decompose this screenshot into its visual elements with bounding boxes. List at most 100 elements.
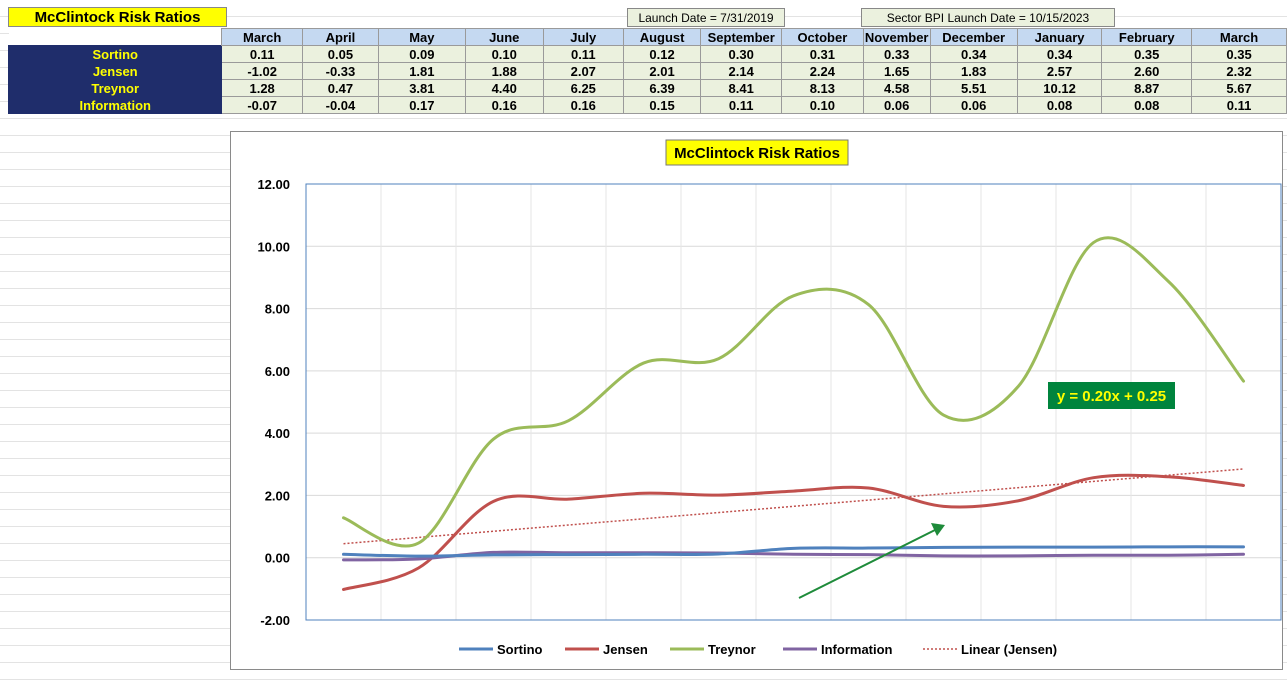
month-header[interactable]: October	[780, 28, 864, 46]
ratio-cell[interactable]: 8.13	[780, 79, 864, 97]
ratio-cell[interactable]: 1.81	[378, 62, 466, 80]
ratio-cell[interactable]: 0.10	[464, 45, 544, 63]
ratio-cell[interactable]: 1.65	[862, 62, 931, 80]
ratio-cell[interactable]: 0.08	[1101, 96, 1193, 114]
ratio-cell[interactable]: 4.58	[862, 79, 931, 97]
y-tick-label: 6.00	[265, 364, 290, 379]
y-tick-label: -2.00	[260, 613, 290, 628]
month-header[interactable]: December	[929, 28, 1018, 46]
month-header[interactable]: February	[1101, 28, 1193, 46]
ratio-cell[interactable]: -0.04	[301, 96, 380, 114]
ratio-cell[interactable]: 6.25	[542, 79, 624, 97]
ratio-cell[interactable]: 0.30	[700, 45, 782, 63]
ratio-cell[interactable]: 0.47	[301, 79, 380, 97]
month-header[interactable]: July	[542, 28, 624, 46]
month-header[interactable]: August	[622, 28, 702, 46]
arrow-annotation-head	[931, 523, 945, 536]
ratio-cell[interactable]: 0.08	[1016, 96, 1103, 114]
legend-label: Sortino	[497, 642, 543, 657]
ratio-cell[interactable]: 2.24	[780, 62, 864, 80]
ratio-cell[interactable]: 1.83	[929, 62, 1018, 80]
month-header[interactable]: March	[1191, 28, 1287, 46]
chart-area[interactable]: -2.00 0.00 2.00 4.00 6.00 8.00 10.00 12.00 McCli…	[230, 131, 1283, 670]
series-line-information	[342, 550, 1245, 562]
month-header[interactable]: April	[301, 28, 380, 46]
ratio-cell[interactable]: -0.33	[301, 62, 380, 80]
month-header[interactable]: March	[221, 28, 303, 46]
y-tick-label: 12.00	[257, 177, 290, 192]
sector-launch-date-note[interactable]: Sector BPI Launch Date = 10/15/2023	[861, 8, 1115, 27]
ratio-cell[interactable]: 2.57	[1016, 62, 1103, 80]
ratio-cell[interactable]: 0.06	[862, 96, 931, 114]
ratio-row-sortino: Sortino 0.11 0.05 0.09 0.10 0.11 0.12 0.30 0.31 0…	[7, 45, 1287, 63]
arrow-annotation-shaft	[798, 528, 938, 599]
ratio-cell[interactable]: 0.33	[862, 45, 931, 63]
legend-label: Information	[821, 642, 893, 657]
ratio-cell[interactable]: 0.15	[622, 96, 702, 114]
ratio-cell[interactable]: 8.41	[700, 79, 782, 97]
ratio-cell[interactable]: 0.12	[622, 45, 702, 63]
ratio-cell[interactable]: 4.40	[464, 79, 544, 97]
ratio-cell[interactable]: 2.60	[1101, 62, 1193, 80]
ratio-cell[interactable]: 5.51	[929, 79, 1018, 97]
ratio-cell[interactable]: 3.81	[378, 79, 466, 97]
series-line-treynor	[342, 236, 1245, 548]
ratio-cell[interactable]: 2.32	[1191, 62, 1287, 80]
y-tick-label: 10.00	[257, 239, 290, 254]
corner-cell[interactable]	[8, 28, 222, 46]
ratios-table: March April May June July August September Octo…	[7, 28, 1287, 114]
launch-date-note[interactable]: Launch Date = 7/31/2019	[627, 8, 785, 27]
ratio-cell[interactable]: 1.88	[464, 62, 544, 80]
ratio-cell[interactable]: 6.39	[622, 79, 702, 97]
ratio-cell[interactable]: 2.07	[542, 62, 624, 80]
row-label[interactable]: Treynor	[7, 79, 223, 97]
ratio-cell[interactable]: 0.10	[780, 96, 864, 114]
month-header[interactable]: November	[862, 28, 931, 46]
ratio-table-body: Sortino 0.11 0.05 0.09 0.10 0.11 0.12 0.30 0.31 0…	[7, 45, 1287, 114]
plot-frame	[305, 183, 1282, 621]
ratio-cell[interactable]: 0.06	[929, 96, 1018, 114]
equation-box	[1048, 382, 1175, 409]
ratio-cell[interactable]: 10.12	[1016, 79, 1103, 97]
ratio-cell[interactable]: -0.07	[221, 96, 303, 114]
ratio-cell[interactable]: 0.09	[378, 45, 466, 63]
ratio-cell[interactable]: 0.16	[464, 96, 544, 114]
legend-label: Jensen	[603, 642, 648, 657]
chart-title: McClintock Risk Ratios	[674, 145, 840, 162]
ratio-cell[interactable]: 0.34	[929, 45, 1018, 63]
row-label[interactable]: Jensen	[7, 62, 223, 80]
month-header[interactable]: May	[378, 28, 466, 46]
ratio-cell[interactable]: 5.67	[1191, 79, 1287, 97]
ratio-cell[interactable]: 1.28	[221, 79, 303, 97]
ratio-cell[interactable]: 0.34	[1016, 45, 1103, 63]
month-header[interactable]: June	[464, 28, 544, 46]
ratio-cell[interactable]: -1.02	[221, 62, 303, 80]
ratio-cell[interactable]: 0.11	[700, 96, 782, 114]
row-label[interactable]: Sortino	[7, 45, 223, 63]
ratio-cell[interactable]: 0.35	[1191, 45, 1287, 63]
ratio-cell[interactable]: 0.11	[542, 45, 624, 63]
ratio-row-treynor: Treynor 1.28 0.47 3.81 4.40 6.25 6.39 8.41 8.13 4…	[7, 79, 1287, 97]
legend-label: Treynor	[708, 642, 756, 657]
month-header[interactable]: January	[1016, 28, 1103, 46]
sheet-title[interactable]: McClintock Risk Ratios	[8, 7, 227, 27]
ratio-cell[interactable]: 2.14	[700, 62, 782, 80]
risk-ratios-chart: -2.00 0.00 2.00 4.00 6.00 8.00 10.00 12.00 McCli…	[257, 139, 1282, 657]
ratio-cell[interactable]: 0.11	[221, 45, 303, 63]
ratio-cell[interactable]: 0.11	[1191, 96, 1287, 114]
ratio-cell[interactable]: 0.17	[378, 96, 466, 114]
ratio-row-jensen: Jensen -1.02 -0.33 1.81 1.88 2.07 2.01 2.14 2.24…	[7, 62, 1287, 80]
ratio-cell[interactable]: 0.05	[301, 45, 380, 63]
ratio-row-information: Information -0.07 -0.04 0.17 0.16 0.16 0.15 0.1…	[7, 96, 1287, 114]
ratio-cell[interactable]: 0.31	[780, 45, 864, 63]
legend-label: Linear (Jensen)	[961, 642, 1057, 657]
row-label[interactable]: Information	[7, 96, 223, 114]
ratio-cell[interactable]: 2.01	[622, 62, 702, 80]
ratio-cell[interactable]: 0.35	[1101, 45, 1193, 63]
y-tick-label: 8.00	[265, 302, 290, 317]
ratio-cell[interactable]: 0.16	[542, 96, 624, 114]
month-header-row: March April May June July August September Octo…	[8, 28, 1287, 46]
month-header[interactable]: September	[700, 28, 782, 46]
y-tick-label: 0.00	[265, 551, 290, 566]
ratio-cell[interactable]: 8.87	[1101, 79, 1193, 97]
